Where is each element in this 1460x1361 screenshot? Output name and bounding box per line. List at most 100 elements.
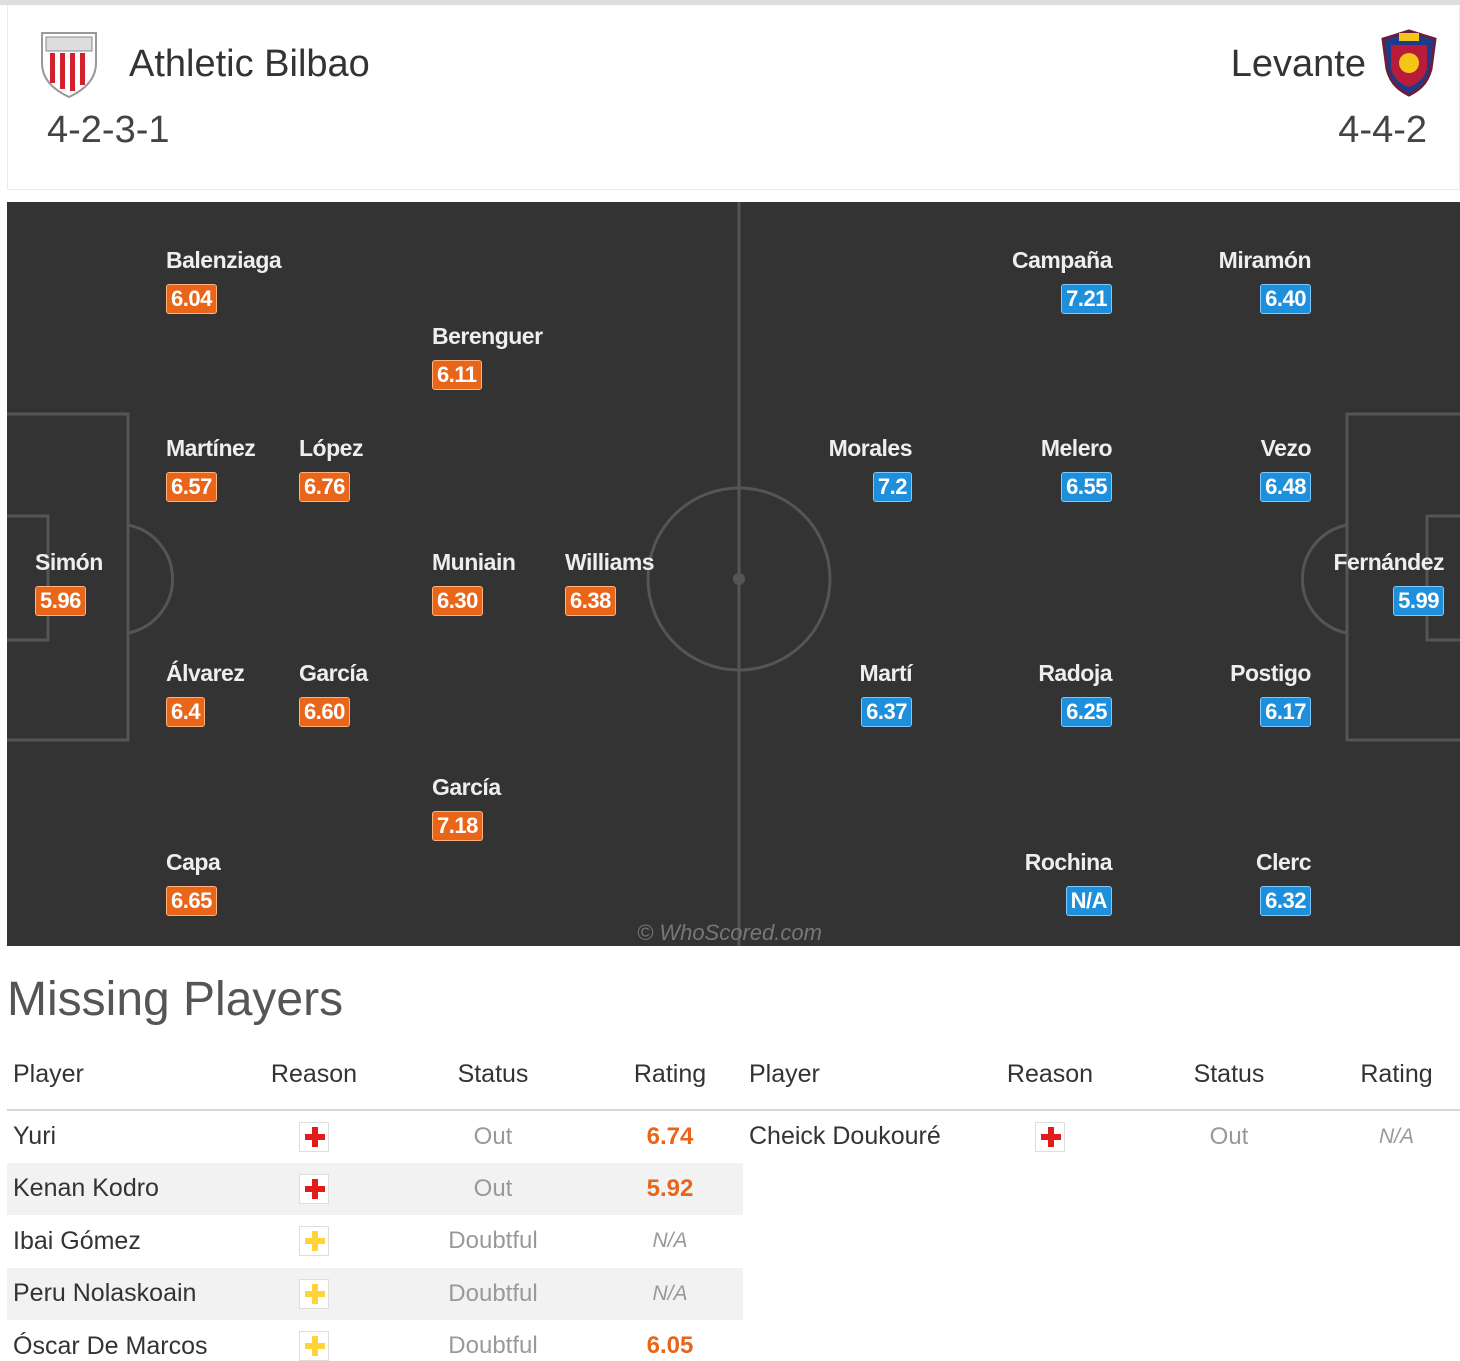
player-rating: 5.99 — [1393, 586, 1444, 616]
injury-icon — [299, 1173, 329, 1204]
player-name: Rochina — [1024, 849, 1113, 875]
levante-crest-icon — [1381, 29, 1437, 97]
player-rating: 5.96 — [35, 586, 86, 616]
player-rating: 6.4 — [166, 697, 206, 727]
player-rating: 6.04 — [166, 284, 217, 314]
away-player[interactable]: Melero 6.55 — [962, 435, 1113, 502]
column-header-status: Status — [1125, 1040, 1333, 1111]
table-row: Ibai Gómez Doubtful N/A — [7, 1215, 743, 1268]
away-player[interactable]: Rochina N/A — [962, 849, 1113, 916]
player-name: Clerc — [1255, 849, 1312, 875]
doubtful-icon — [299, 1226, 329, 1257]
player-rating: 6.76 — [299, 472, 350, 502]
player-name[interactable]: Yuri — [13, 1122, 57, 1151]
player-name: Álvarez — [166, 660, 245, 686]
table-row: Cheick Doukouré Out N/A — [743, 1110, 1460, 1163]
home-player[interactable]: Berenguer 6.11 — [432, 323, 582, 390]
player-rating: 7.21 — [1061, 284, 1112, 314]
away-player[interactable]: Vezo 6.48 — [1161, 435, 1312, 502]
player-name[interactable]: Kenan Kodro — [7, 1162, 239, 1215]
status-text: Doubtful — [389, 1267, 597, 1320]
doubtful-icon — [299, 1278, 329, 1309]
home-player[interactable]: Williams 6.38 — [565, 549, 715, 616]
home-player[interactable]: Simón 5.96 — [35, 549, 185, 616]
doubtful-icon — [299, 1331, 329, 1361]
player-rating: N/A — [597, 1267, 743, 1320]
player-rating: 6.32 — [1260, 886, 1311, 916]
player-rating: 6.17 — [1260, 697, 1311, 727]
home-player[interactable]: Capa 6.65 — [166, 849, 316, 916]
player-name: Postigo — [1230, 660, 1311, 686]
player-name[interactable]: Cheick Doukouré — [749, 1122, 941, 1151]
player-rating: 5.92 — [597, 1162, 743, 1215]
player-name: Fernández — [1333, 549, 1444, 575]
status-text: Doubtful — [448, 1332, 538, 1360]
home-player[interactable]: Muniain 6.30 — [432, 549, 582, 616]
player-name: Simón — [35, 549, 103, 575]
player-rating: 6.25 — [1061, 697, 1112, 727]
home-player[interactable]: Balenziaga 6.04 — [166, 247, 316, 314]
column-header-player: Player — [743, 1040, 975, 1111]
away-team-name[interactable]: Levante — [1230, 43, 1366, 85]
home-player[interactable]: Martínez 6.57 — [166, 435, 316, 502]
away-player[interactable]: Fernández 5.99 — [1294, 549, 1445, 616]
pitch-markings — [7, 202, 1460, 946]
away-player[interactable]: Miramón 6.40 — [1161, 247, 1312, 314]
player-name: Balenziaga — [166, 247, 282, 273]
player-rating: N/A — [1378, 1124, 1414, 1148]
player-name: Radoja — [1038, 660, 1112, 686]
player-name: Berenguer — [432, 323, 543, 349]
match-header: Athletic Bilbao 4-2-3-1 Levante 4-4-2 — [7, 5, 1460, 190]
player-rating: 6.55 — [1061, 472, 1112, 502]
player-rating: 6.05 — [646, 1332, 694, 1360]
player-name: Morales — [828, 435, 913, 461]
player-name: Miramón — [1218, 247, 1312, 273]
column-header-player: Player — [7, 1040, 239, 1111]
table-row: Óscar De Marcos Doubtful 6.05 — [7, 1320, 743, 1361]
away-player[interactable]: Martí 6.37 — [762, 660, 913, 727]
player-name: López — [299, 435, 363, 461]
player-name: Martínez — [166, 435, 256, 461]
table-row: Yuri Out 6.74 — [7, 1110, 743, 1163]
player-name: Vezo — [1260, 435, 1312, 461]
home-missing-table: Player Reason Status Rating Yuri Out 6.7… — [7, 1040, 743, 1361]
player-rating: 6.37 — [861, 697, 912, 727]
status-text: Out — [473, 1122, 513, 1150]
player-name: Melero — [1040, 435, 1113, 461]
home-player[interactable]: López 6.76 — [299, 435, 449, 502]
missing-players-title: Missing Players — [7, 973, 344, 1026]
column-header-rating: Rating — [1333, 1040, 1460, 1111]
player-rating: N/A — [1065, 886, 1112, 916]
column-header-rating: Rating — [597, 1040, 743, 1111]
player-rating: 6.60 — [299, 697, 350, 727]
injury-icon — [299, 1121, 329, 1152]
player-rating: N/A — [652, 1229, 688, 1253]
player-rating: 6.38 — [565, 586, 616, 616]
player-name[interactable]: Óscar De Marcos — [13, 1331, 208, 1360]
status-text: Out — [389, 1162, 597, 1215]
home-player[interactable]: García 7.18 — [432, 774, 582, 841]
player-rating: 6.74 — [646, 1122, 694, 1150]
player-name: Muniain — [432, 549, 516, 575]
player-name: Campaña — [1011, 247, 1113, 273]
column-header-reason: Reason — [975, 1040, 1125, 1111]
pitch-lineup: Balenziaga 6.04 Berenguer 6.11 Martínez 6.5… — [7, 202, 1460, 946]
away-player[interactable]: Radoja 6.25 — [962, 660, 1113, 727]
athletic-bilbao-crest-icon — [41, 32, 97, 99]
player-name[interactable]: Peru Nolaskoain — [7, 1267, 239, 1320]
away-missing-table: Player Reason Status Rating Cheick Douko… — [743, 1040, 1460, 1163]
home-player[interactable]: Álvarez 6.4 — [166, 660, 316, 727]
away-player[interactable]: Postigo 6.17 — [1161, 660, 1312, 727]
player-name[interactable]: Ibai Gómez — [13, 1226, 141, 1255]
away-player[interactable]: Campaña 7.21 — [962, 247, 1113, 314]
away-player[interactable]: Morales 7.2 — [762, 435, 913, 502]
watermark: © WhoScored.com — [637, 920, 822, 945]
away-player[interactable]: Clerc 6.32 — [1161, 849, 1312, 916]
injury-icon — [1035, 1121, 1065, 1152]
home-team-name[interactable]: Athletic Bilbao — [129, 43, 370, 85]
home-player[interactable]: García 6.60 — [299, 660, 449, 727]
player-rating: 6.48 — [1260, 472, 1311, 502]
player-name: Capa — [166, 849, 221, 875]
player-name: García — [299, 660, 368, 686]
player-rating: 6.57 — [166, 472, 217, 502]
